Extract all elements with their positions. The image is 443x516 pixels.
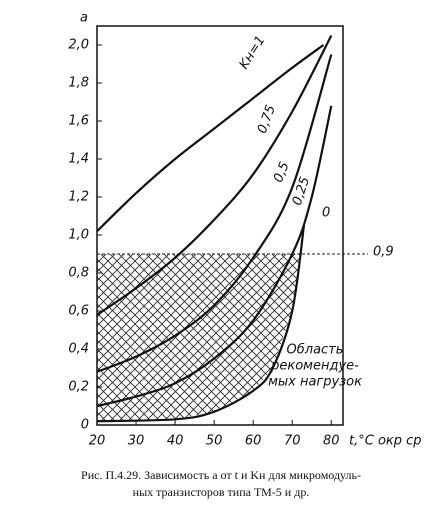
caption: ных транзисторов типа ТМ-5 и др. — [133, 485, 310, 499]
y-tick-label: 1,4 — [68, 152, 89, 167]
x-tick-label: 40 — [167, 434, 184, 449]
region-label: Область — [287, 343, 344, 358]
curve — [96, 34, 333, 316]
y-tick-label: 1,2 — [68, 190, 89, 205]
y-tick-label: 0 — [81, 418, 89, 433]
region-label: рекомендуе- — [270, 359, 359, 374]
x-tick-label: 70 — [284, 434, 301, 449]
region-label: мых нагрузок — [268, 375, 362, 390]
caption: Рис. П.4.29. Зависимость a от t и Kн для… — [81, 468, 361, 482]
curve — [96, 54, 333, 373]
curve-label: 0 — [322, 206, 330, 221]
y-tick-label: 0,6 — [68, 304, 89, 319]
curve — [96, 225, 306, 423]
recommended-region — [97, 254, 301, 422]
threshold-label: 0,9 — [373, 245, 394, 260]
y-tick-label: 0,4 — [68, 342, 89, 357]
y-tick-label: 0,2 — [68, 380, 89, 395]
y-tick-label: 1,6 — [68, 114, 89, 129]
curve-label: Kн=1 — [237, 33, 269, 72]
y-tick-label: 0,8 — [68, 266, 89, 281]
x-tick-label: 20 — [89, 434, 106, 449]
y-tick-label: 1,0 — [68, 228, 89, 243]
y-axis-label: a — [80, 11, 88, 26]
x-tick-label: 60 — [245, 434, 262, 449]
curve — [96, 44, 325, 232]
y-tick-label: 1,8 — [68, 76, 89, 91]
x-tick-label: 80 — [323, 434, 340, 449]
curve-label: 0,5 — [271, 160, 293, 185]
y-tick-label: 2,0 — [68, 38, 89, 53]
plot-frame — [96, 25, 344, 426]
curve — [96, 105, 333, 408]
x-tick-label: 50 — [206, 434, 223, 449]
x-tick-label: 30 — [128, 434, 145, 449]
x-axis-label: t,°C окр ср — [349, 434, 422, 449]
curve-label: 0,75 — [255, 103, 279, 135]
